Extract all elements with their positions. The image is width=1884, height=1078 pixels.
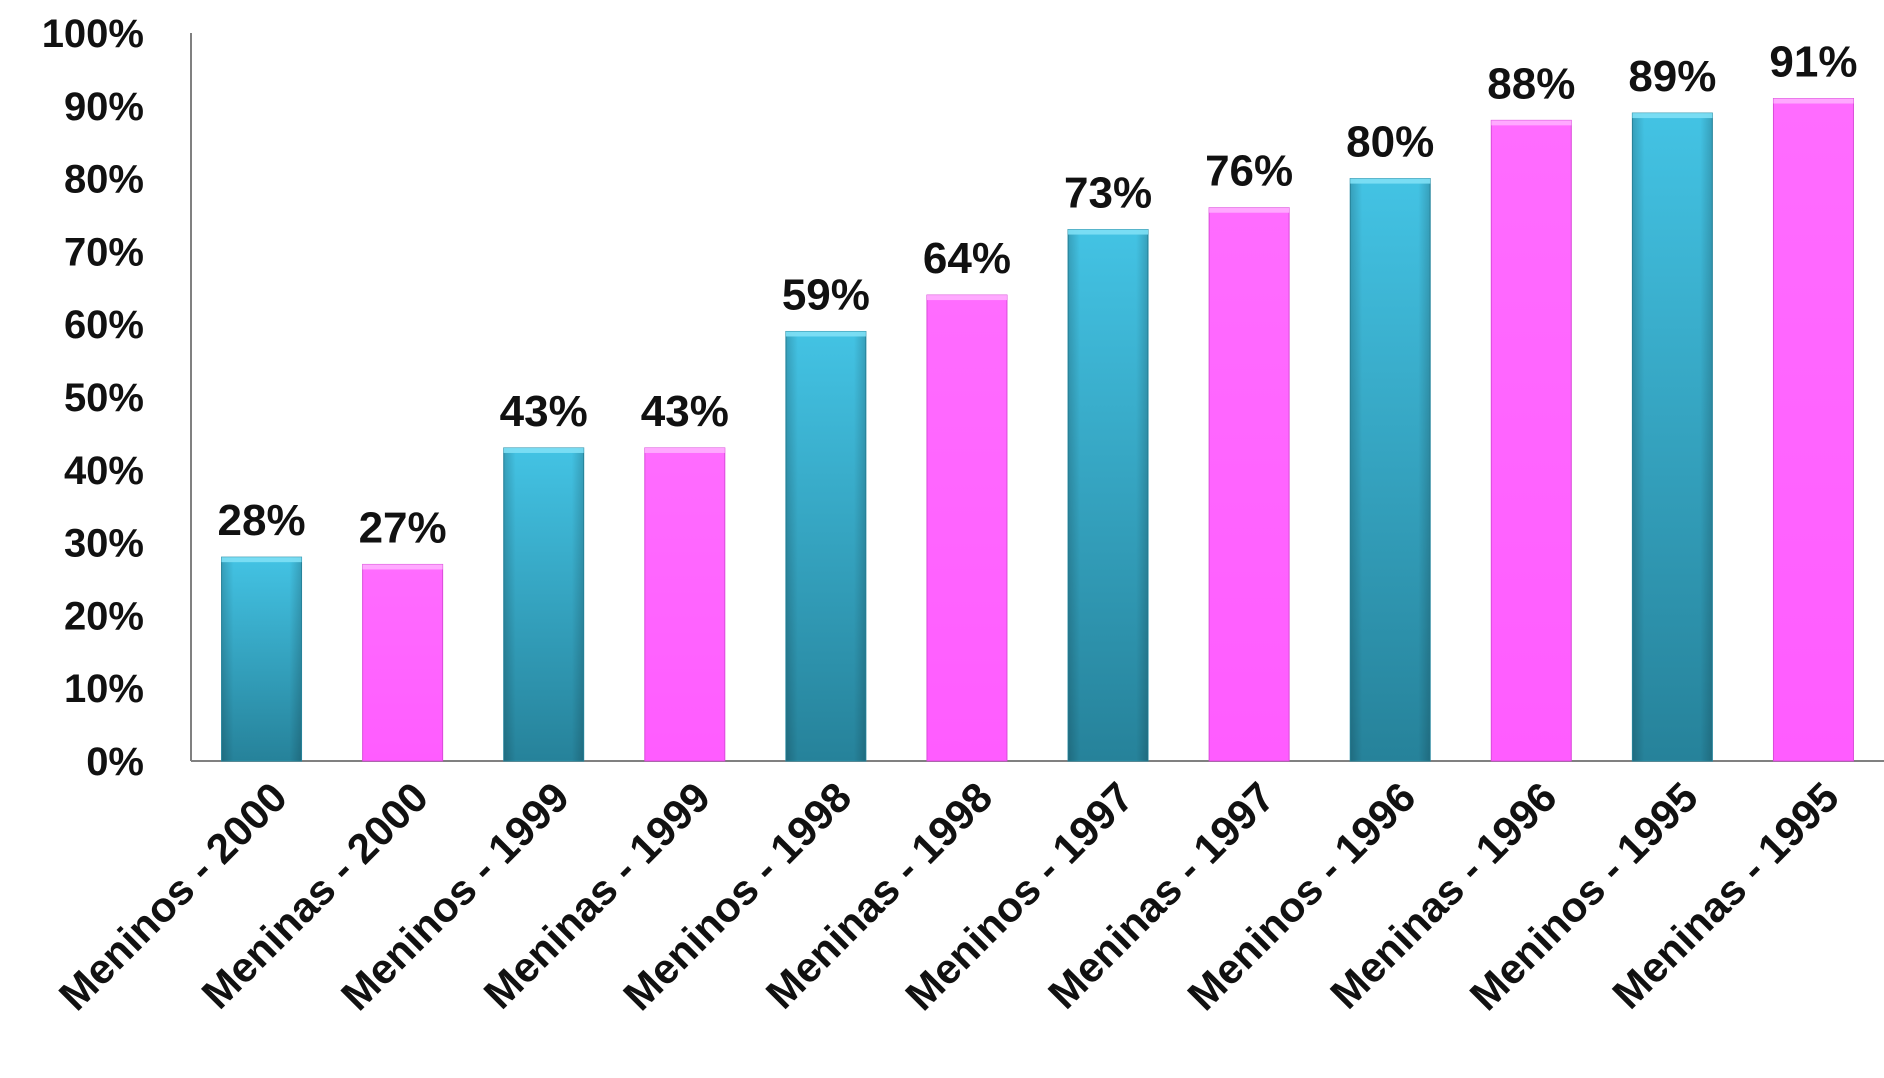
bar-group: [644, 447, 726, 762]
bar-group: [1208, 207, 1290, 762]
bar-top-highlight: [221, 557, 302, 563]
y-tick-label: 40%: [64, 449, 144, 493]
bar-top-highlight: [1773, 98, 1854, 104]
y-tick-label: 20%: [64, 594, 144, 638]
bar-shading: [1068, 229, 1149, 761]
bar: [1208, 207, 1290, 762]
bar-shading: [1632, 113, 1713, 761]
y-tick-label: 10%: [64, 667, 144, 711]
bar-group: [1631, 112, 1713, 762]
bar: [362, 563, 444, 762]
bar-top-highlight: [644, 447, 725, 453]
bar-group: [1067, 229, 1149, 762]
bar-top-highlight: [785, 331, 866, 337]
bar-group: [1349, 178, 1431, 762]
y-tick-label: 0%: [86, 740, 144, 784]
data-label: 43%: [500, 387, 588, 436]
bar-group: [785, 330, 867, 762]
y-tick-label: 60%: [64, 303, 144, 347]
y-tick-label: 50%: [64, 376, 144, 420]
bar: [1772, 98, 1854, 762]
bar-top-highlight: [1209, 207, 1290, 213]
bar-top-highlight: [362, 564, 443, 570]
bar-shading: [1350, 178, 1431, 762]
bar: [926, 294, 1008, 762]
bar-top-highlight: [1632, 113, 1713, 119]
bar-group: [1490, 119, 1572, 762]
y-tick-label: 30%: [64, 522, 144, 566]
data-label: 73%: [1064, 169, 1152, 218]
bar: [644, 447, 726, 762]
y-tick-label: 80%: [64, 158, 144, 202]
bar-shading: [221, 557, 302, 761]
bar-shading: [503, 447, 584, 761]
y-tick-label: 100%: [42, 12, 144, 56]
y-tick-label: 70%: [64, 230, 144, 274]
data-label: 80%: [1346, 118, 1434, 167]
data-label: 64%: [923, 234, 1011, 283]
data-label: 43%: [641, 387, 729, 436]
bar-top-highlight: [1491, 120, 1572, 126]
data-label: 89%: [1628, 52, 1716, 101]
data-label: 91%: [1769, 38, 1857, 87]
bar-top-highlight: [926, 295, 1007, 301]
bar-top-highlight: [1350, 178, 1431, 184]
bar: [1490, 119, 1572, 762]
data-label: 27%: [359, 503, 447, 552]
bar-group: [362, 563, 444, 762]
data-label: 76%: [1205, 147, 1293, 196]
bar-top-highlight: [1068, 229, 1149, 235]
data-label: 28%: [218, 496, 306, 545]
bar-top-highlight: [503, 447, 584, 453]
data-label: 59%: [782, 270, 870, 319]
y-tick-label: 90%: [64, 85, 144, 129]
bar-group: [926, 294, 1008, 762]
bar-group: [1772, 98, 1854, 762]
bar-shading: [785, 331, 866, 761]
data-label: 88%: [1487, 59, 1575, 108]
bar-group: [503, 447, 585, 762]
bar-group: [221, 556, 303, 762]
